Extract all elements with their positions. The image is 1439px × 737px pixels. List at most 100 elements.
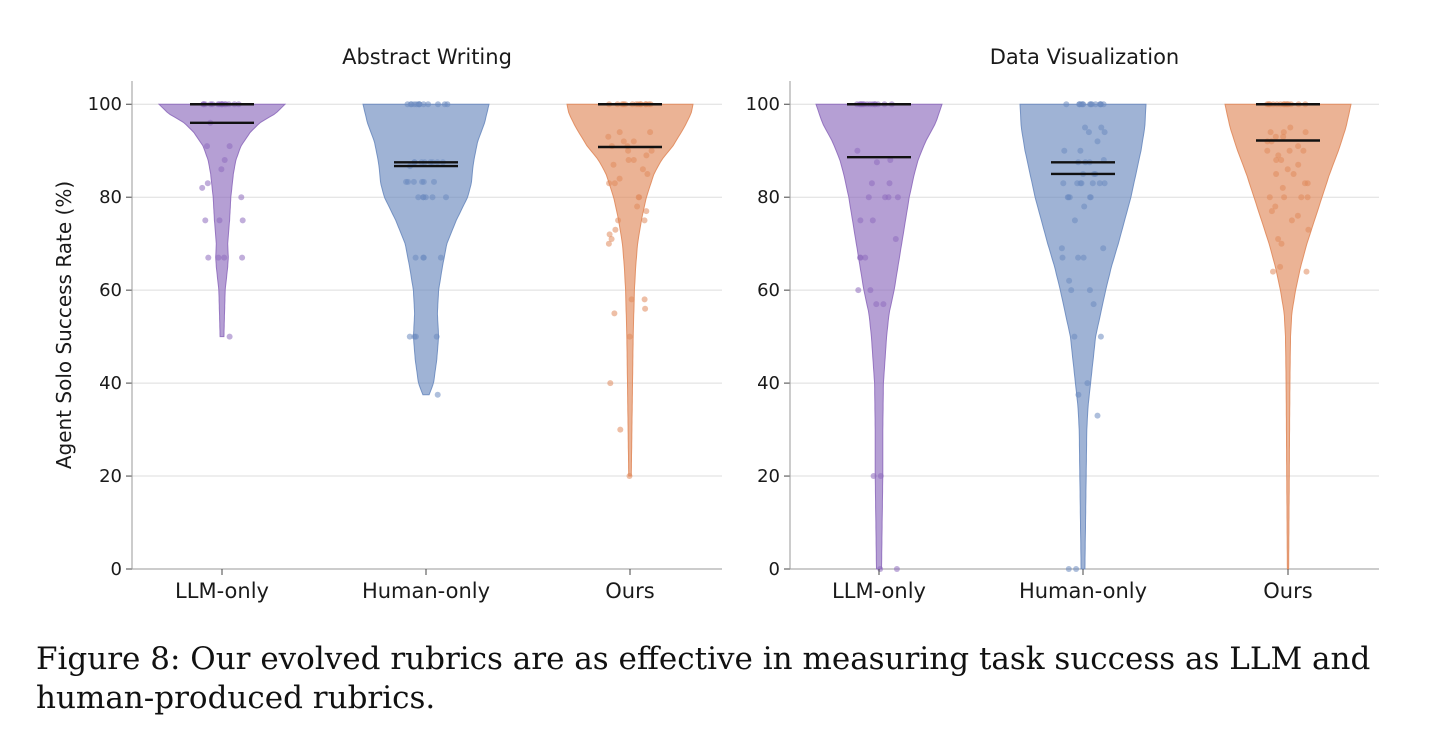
data-point — [1063, 101, 1070, 108]
data-point — [1101, 180, 1108, 187]
data-point — [1080, 254, 1087, 261]
y-tick-label: 20 — [757, 466, 780, 487]
data-point — [1270, 268, 1276, 275]
data-point — [420, 194, 427, 201]
data-point — [1066, 194, 1073, 201]
data-point — [1079, 101, 1086, 108]
data-point — [1090, 301, 1097, 308]
y-tick-label: 40 — [99, 373, 122, 394]
data-point — [1082, 124, 1088, 131]
y-axis-label: Agent Solo Success Rate (%) — [52, 181, 76, 469]
data-point — [630, 157, 637, 163]
data-point — [1089, 180, 1096, 187]
y-tick-label: 40 — [757, 373, 780, 394]
data-point — [1061, 147, 1068, 154]
data-point — [873, 159, 880, 166]
data-point — [420, 101, 427, 108]
data-point — [626, 473, 633, 479]
data-point — [855, 287, 862, 294]
data-point — [643, 152, 650, 159]
data-point — [1295, 161, 1302, 168]
data-point — [877, 566, 884, 572]
data-point — [1058, 245, 1065, 252]
data-point — [1280, 129, 1287, 136]
y-tick-label: 0 — [111, 559, 122, 580]
data-point — [611, 180, 618, 187]
data-point — [410, 178, 417, 185]
data-point — [1287, 124, 1294, 131]
data-point — [611, 310, 618, 317]
data-point — [625, 147, 632, 154]
data-point — [1059, 254, 1066, 261]
data-point — [865, 194, 872, 201]
data-point — [625, 157, 632, 163]
data-point — [617, 426, 624, 433]
data-point — [868, 180, 875, 187]
data-point — [1094, 138, 1101, 145]
data-point — [204, 143, 210, 150]
data-point — [628, 296, 635, 303]
data-point — [870, 473, 877, 479]
y-tick-label: 80 — [757, 187, 780, 208]
data-point — [1275, 152, 1282, 159]
data-point — [1302, 129, 1309, 136]
data-point — [406, 333, 413, 340]
data-point — [1286, 147, 1293, 154]
y-tick-label: 20 — [99, 466, 122, 487]
data-point — [893, 566, 900, 572]
data-point — [1277, 263, 1284, 270]
data-point — [1273, 157, 1280, 163]
x-tick-label: Ours — [1263, 579, 1312, 603]
data-point — [1065, 566, 1072, 572]
data-point — [435, 101, 441, 108]
data-point — [1081, 203, 1088, 210]
data-point — [1096, 180, 1103, 187]
figure-canvas: 0 20 40 60 80 100 Abstract Writing Agent Solo S… — [52, 45, 1379, 603]
data-point — [221, 157, 228, 163]
data-point — [630, 138, 637, 145]
data-point — [644, 171, 651, 177]
violin-llm-only — [157, 101, 287, 340]
y-tick-label: 60 — [757, 280, 780, 301]
data-point — [615, 217, 622, 224]
data-point — [1268, 208, 1275, 215]
data-point — [1085, 129, 1092, 136]
data-point — [1288, 217, 1295, 224]
data-point — [1275, 236, 1282, 242]
data-point — [641, 217, 648, 224]
data-point — [204, 180, 211, 187]
data-point — [880, 301, 887, 308]
data-point — [1304, 194, 1311, 201]
data-point — [639, 166, 646, 173]
data-point — [1060, 180, 1067, 187]
data-point — [420, 254, 427, 261]
data-point — [239, 217, 246, 224]
data-point — [854, 147, 861, 154]
data-point — [1279, 184, 1286, 191]
data-point — [887, 157, 894, 163]
data-point — [441, 101, 448, 108]
data-point — [1280, 133, 1287, 140]
data-point — [431, 178, 437, 185]
data-point — [1071, 217, 1078, 224]
data-point — [416, 101, 423, 108]
data-point — [869, 217, 876, 224]
violin-body — [566, 103, 694, 477]
data-point — [620, 138, 627, 145]
data-point — [238, 194, 245, 201]
x-tick-label: Human-only — [362, 579, 490, 603]
data-point — [882, 194, 889, 201]
data-point — [857, 254, 863, 261]
y-tick-label: 60 — [99, 280, 122, 301]
data-point — [616, 129, 623, 136]
data-point — [1078, 180, 1085, 187]
data-point — [1290, 171, 1297, 177]
violin-body — [362, 103, 490, 396]
data-point — [647, 129, 654, 136]
data-point — [1092, 101, 1099, 108]
data-point — [218, 166, 225, 173]
data-point — [221, 254, 228, 261]
data-point — [643, 208, 650, 215]
data-point — [634, 203, 641, 210]
violin-body — [1019, 103, 1147, 570]
